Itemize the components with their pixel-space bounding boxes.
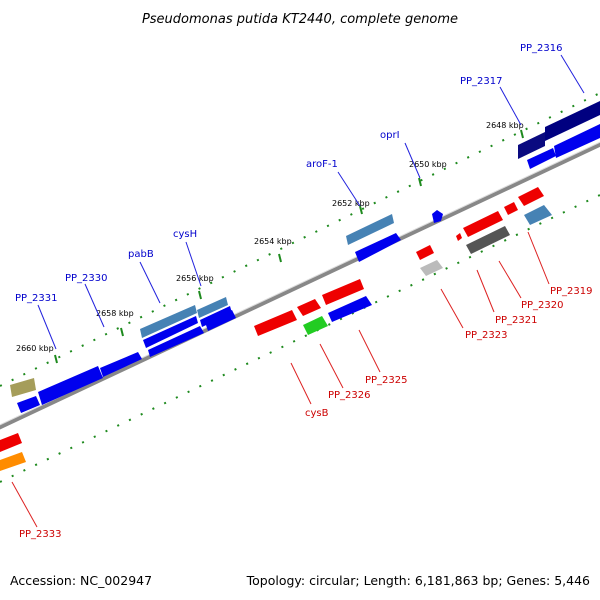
gene-PP_2326[interactable] [297, 299, 321, 316]
tick-label: 2660 kbp [16, 344, 54, 353]
gene-red-small[interactable] [456, 233, 462, 241]
forward-leaders [37, 54, 585, 350]
gene-label[interactable]: cysH [173, 229, 197, 240]
reverse-tick-track [0, 194, 600, 483]
gene-green[interactable] [303, 316, 328, 335]
gene-pabB[interactable] [140, 305, 197, 338]
gene-PP_2330[interactable] [100, 352, 142, 377]
gene-label[interactable]: PP_2320 [521, 300, 564, 311]
gene-steelblue[interactable] [524, 205, 552, 225]
gene-blue[interactable] [554, 124, 600, 158]
gene-label[interactable]: PP_2333 [19, 529, 62, 540]
kbp-tick-labels: 2648 kbp 2650 kbp 2652 kbp 2654 kbp 2656… [16, 121, 524, 353]
gene-cysH[interactable] [197, 297, 228, 318]
tick-label: 2648 kbp [486, 121, 524, 130]
gene-blue[interactable] [527, 148, 556, 169]
gene-cysB[interactable] [254, 310, 297, 336]
gene-blue[interactable] [148, 326, 204, 357]
gene-label[interactable]: PP_2326 [328, 390, 371, 401]
genome-summary-text: Topology: circular; Length: 6,181,863 bp… [246, 573, 590, 588]
gene-PP_2331[interactable] [38, 366, 103, 405]
gene-PP_2333[interactable] [0, 433, 22, 452]
gene-PP_2317[interactable] [518, 132, 545, 159]
gene-label[interactable]: PP_2319 [550, 286, 593, 297]
gene-PP_2325[interactable] [322, 279, 364, 305]
tick-label: 2656 kbp [176, 274, 214, 283]
reverse-genes [0, 187, 552, 471]
gene-label[interactable]: PP_2323 [465, 330, 508, 341]
gene-label[interactable]: oprI [380, 130, 400, 141]
gene-label[interactable]: PP_2321 [495, 315, 538, 326]
kbp-tick-marks [54, 129, 524, 364]
genome-backbone [0, 142, 600, 430]
gene-PP_2321[interactable] [463, 211, 503, 237]
gene-olive[interactable] [10, 378, 36, 397]
accession-text: Accession: NC_002947 [10, 573, 153, 588]
gene-label[interactable]: PP_2316 [520, 43, 563, 54]
gene-PP_2320[interactable] [504, 202, 518, 215]
reverse-leaders [11, 231, 550, 528]
gene-blue[interactable] [205, 310, 236, 331]
gene-label[interactable]: aroF-1 [306, 159, 338, 170]
reverse-gene-labels: PP_2319 PP_2320 PP_2321 PP_2323 PP_2325 … [19, 286, 593, 540]
forward-tick-track [0, 92, 600, 387]
gene-orange[interactable] [0, 452, 26, 471]
gene-PP_2319[interactable] [518, 187, 544, 206]
tick-label: 2654 kbp [254, 237, 292, 246]
forward-gene-labels: PP_2316 PP_2317 oprI aroF-1 cysH pabB PP… [15, 43, 563, 304]
gene-label[interactable]: PP_2331 [15, 293, 58, 304]
tick-label: 2652 kbp [332, 199, 370, 208]
gene-blue[interactable] [143, 316, 198, 348]
gene-PP_2316[interactable] [545, 101, 600, 141]
gene-dark-gray[interactable] [466, 226, 510, 254]
gene-oprI[interactable] [432, 210, 443, 223]
gene-light-gray[interactable] [420, 260, 443, 276]
tick-label: 2658 kbp [96, 309, 134, 318]
gene-label[interactable]: PP_2330 [65, 273, 108, 284]
gene-label[interactable]: PP_2325 [365, 375, 408, 386]
tick-label: 2650 kbp [409, 160, 447, 169]
gene-label[interactable]: pabB [128, 249, 154, 260]
gene-label[interactable]: cysB [305, 408, 329, 419]
gene-blue[interactable] [328, 296, 372, 322]
gene-aroF-1[interactable] [346, 214, 394, 245]
gene-blue[interactable] [17, 396, 40, 413]
gene-PP_2323[interactable] [416, 245, 434, 260]
gene-label[interactable]: PP_2317 [460, 76, 503, 87]
gene-blue[interactable] [355, 233, 401, 262]
forward-genes [10, 101, 600, 413]
map-title: Pseudomonas putida KT2440, complete geno… [142, 12, 458, 27]
